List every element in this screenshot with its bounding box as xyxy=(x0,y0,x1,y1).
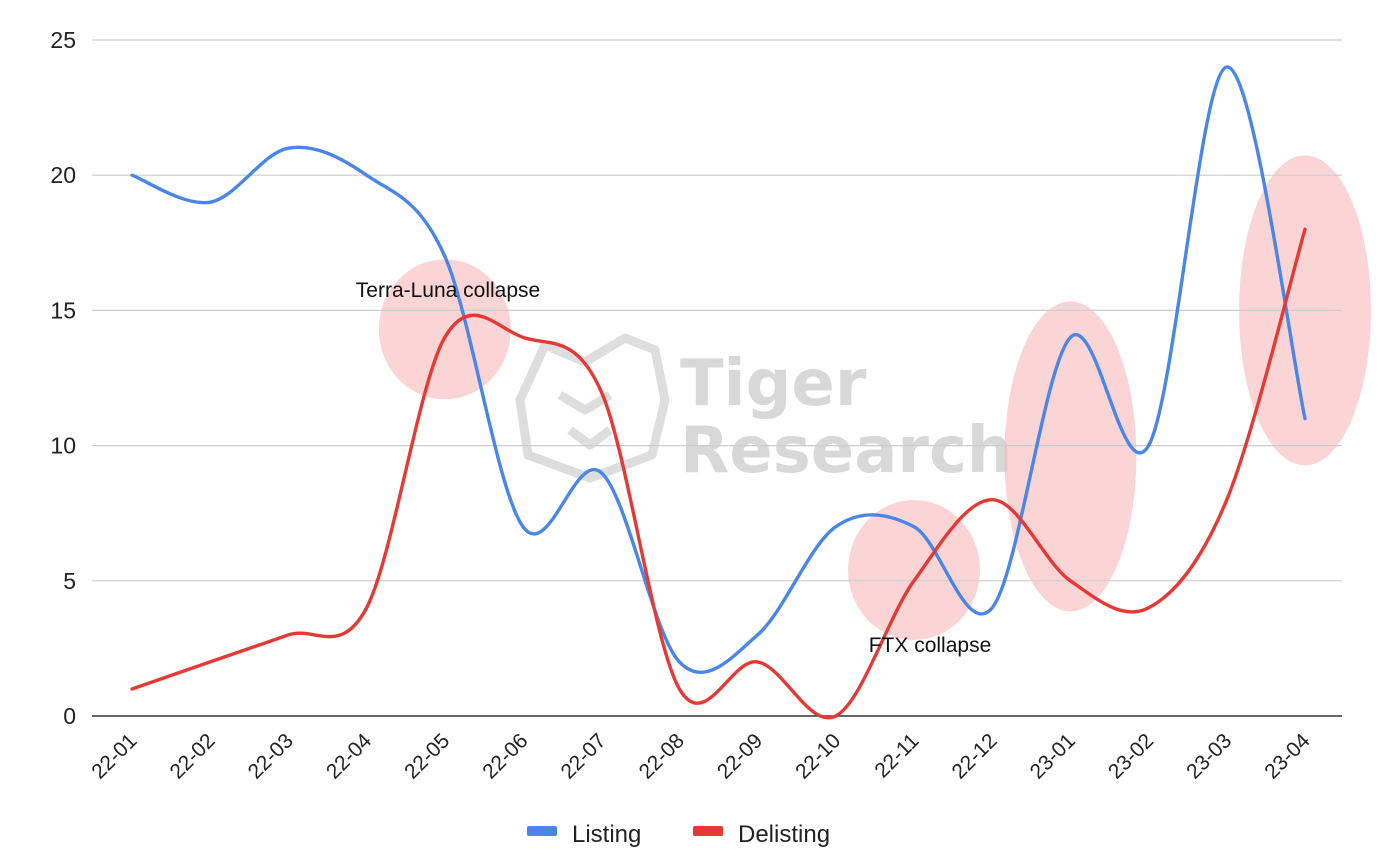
series-line-delisting xyxy=(130,227,1307,720)
annotation-label: FTX collapse xyxy=(869,634,992,657)
legend-swatch xyxy=(527,826,557,836)
y-tick-label: 20 xyxy=(50,162,76,188)
annotation-label: Terra-Luna collapse xyxy=(356,279,540,302)
y-tick-label: 5 xyxy=(63,568,76,594)
legend-label: Delisting xyxy=(738,821,830,848)
x-tick-label: 23-01 xyxy=(1026,729,1080,783)
highlight-ellipse xyxy=(1004,301,1137,612)
x-tick-label: 22-01 xyxy=(87,729,141,783)
x-tick-label: 23-04 xyxy=(1260,729,1314,783)
x-tick-label: 22-11 xyxy=(870,729,923,782)
x-tick-label: 22-07 xyxy=(556,729,610,783)
legend-swatch xyxy=(693,826,723,836)
x-tick-label: 22-03 xyxy=(244,729,298,783)
y-tick-label: 0 xyxy=(63,703,76,729)
x-tick-label: 23-02 xyxy=(1104,729,1158,783)
gridlines xyxy=(92,39,1342,717)
watermark-line2: Research xyxy=(680,414,1012,488)
series-line-listing xyxy=(130,65,1307,675)
y-axis: 0 5 10 15 20 25 xyxy=(50,27,76,729)
x-axis: 22-01 22-02 22-03 22-04 22-05 22-06 22-07 22-08… xyxy=(87,729,1314,783)
y-tick-label: 10 xyxy=(50,433,76,459)
y-tick-label: 15 xyxy=(50,297,76,323)
legend-label: Listing xyxy=(572,821,641,848)
legend: Listing Delisting xyxy=(527,821,830,848)
watermark-line1: Tiger xyxy=(680,347,867,421)
x-tick-label: 22-10 xyxy=(791,729,845,783)
annotations: Terra-Luna collapse FTX collapse xyxy=(356,279,991,657)
x-tick-label: 22-04 xyxy=(322,729,376,783)
highlight-ellipses xyxy=(378,155,1371,640)
watermark: Tiger Research xyxy=(515,333,1012,488)
x-tick-label: 22-06 xyxy=(478,729,532,783)
tiger-logo-icon xyxy=(515,333,670,483)
x-tick-label: 22-02 xyxy=(165,729,219,783)
x-tick-label: 22-05 xyxy=(400,729,454,783)
highlight-ellipse xyxy=(378,259,511,400)
x-tick-label: 22-08 xyxy=(635,729,689,783)
series-lines xyxy=(130,65,1307,720)
x-tick-label: 22-12 xyxy=(947,729,1001,783)
x-tick-label: 23-03 xyxy=(1182,729,1236,783)
x-tick-label: 22-09 xyxy=(713,729,767,783)
y-tick-label: 25 xyxy=(50,27,76,53)
